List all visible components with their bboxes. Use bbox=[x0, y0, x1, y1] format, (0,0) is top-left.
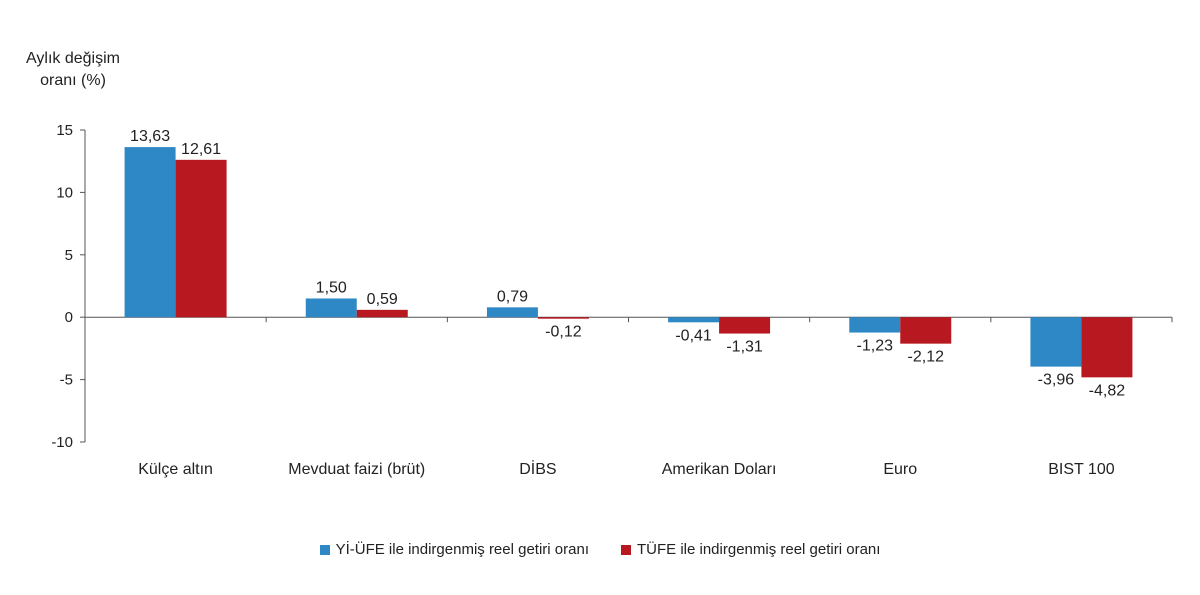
x-category-label: Euro bbox=[883, 461, 917, 478]
data-label-yi-ufe-0: 13,63 bbox=[130, 128, 170, 145]
legend: Yİ-ÜFE ile indirgenmiş reel getiri oranı… bbox=[0, 541, 1200, 558]
bar-tufe-0 bbox=[175, 159, 227, 318]
data-label-tufe-4: -2,12 bbox=[908, 349, 945, 366]
legend-swatch-yi-ufe bbox=[319, 544, 330, 555]
y-axis-title-text: Aylık değişim oranı (%) bbox=[26, 50, 120, 89]
x-category-label: DİBS bbox=[519, 459, 556, 478]
bar-tufe-3 bbox=[719, 317, 771, 334]
data-label-tufe-0: 12,61 bbox=[181, 141, 221, 158]
x-category-label: BIST 100 bbox=[1048, 461, 1115, 478]
y-tick-label: 10 bbox=[56, 184, 73, 201]
y-tick-label: 0 bbox=[65, 309, 73, 326]
data-label-yi-ufe-5: -3,96 bbox=[1038, 372, 1075, 389]
bar-tufe-5 bbox=[1081, 317, 1133, 378]
legend-swatch-tufe bbox=[621, 544, 631, 555]
data-label-tufe-5: -4,82 bbox=[1089, 382, 1126, 399]
bar-tufe-4 bbox=[900, 317, 952, 344]
y-tick-label: -10 bbox=[51, 434, 73, 451]
x-category-label: Amerikan Doları bbox=[662, 461, 777, 478]
data-label-tufe-3: -1,31 bbox=[726, 339, 763, 356]
data-label-tufe-1: 0,59 bbox=[367, 291, 398, 308]
legend-label-tufe: TÜFE ile indirgenmiş reel getiri oranı bbox=[637, 541, 881, 558]
bar-yi-ufe-0 bbox=[124, 147, 176, 318]
y-tick-label: 5 bbox=[65, 247, 73, 264]
legend-item-tufe: TÜFE ile indirgenmiş reel getiri oranı bbox=[621, 541, 880, 558]
data-label-tufe-2: -0,12 bbox=[545, 324, 582, 341]
bar-yi-ufe-4 bbox=[849, 317, 901, 333]
y-tick-label: 15 bbox=[56, 122, 73, 139]
bar-yi-ufe-2 bbox=[486, 307, 538, 318]
bar-tufe-2 bbox=[537, 317, 589, 319]
legend-item-yi-ufe: Yİ-ÜFE ile indirgenmiş reel getiri oranı bbox=[319, 541, 589, 558]
legend-label-yi-ufe: Yİ-ÜFE ile indirgenmiş reel getiri oranı bbox=[335, 541, 589, 558]
bar-tufe-1 bbox=[356, 309, 408, 318]
bar-yi-ufe-5 bbox=[1030, 317, 1082, 367]
y-axis-title: Aylık değişim oranı (%) bbox=[8, 48, 138, 92]
x-category-label: Külçe altın bbox=[138, 461, 213, 478]
x-category-label: Mevduat faizi (brüt) bbox=[288, 461, 425, 478]
y-tick-label: -5 bbox=[60, 372, 73, 389]
data-label-yi-ufe-2: 0,79 bbox=[497, 288, 528, 305]
bar-yi-ufe-1 bbox=[305, 298, 357, 318]
data-label-yi-ufe-1: 1,50 bbox=[316, 279, 347, 296]
data-label-yi-ufe-4: -1,23 bbox=[857, 338, 894, 355]
data-label-yi-ufe-3: -0,41 bbox=[675, 327, 712, 344]
bar-yi-ufe-3 bbox=[668, 317, 720, 323]
